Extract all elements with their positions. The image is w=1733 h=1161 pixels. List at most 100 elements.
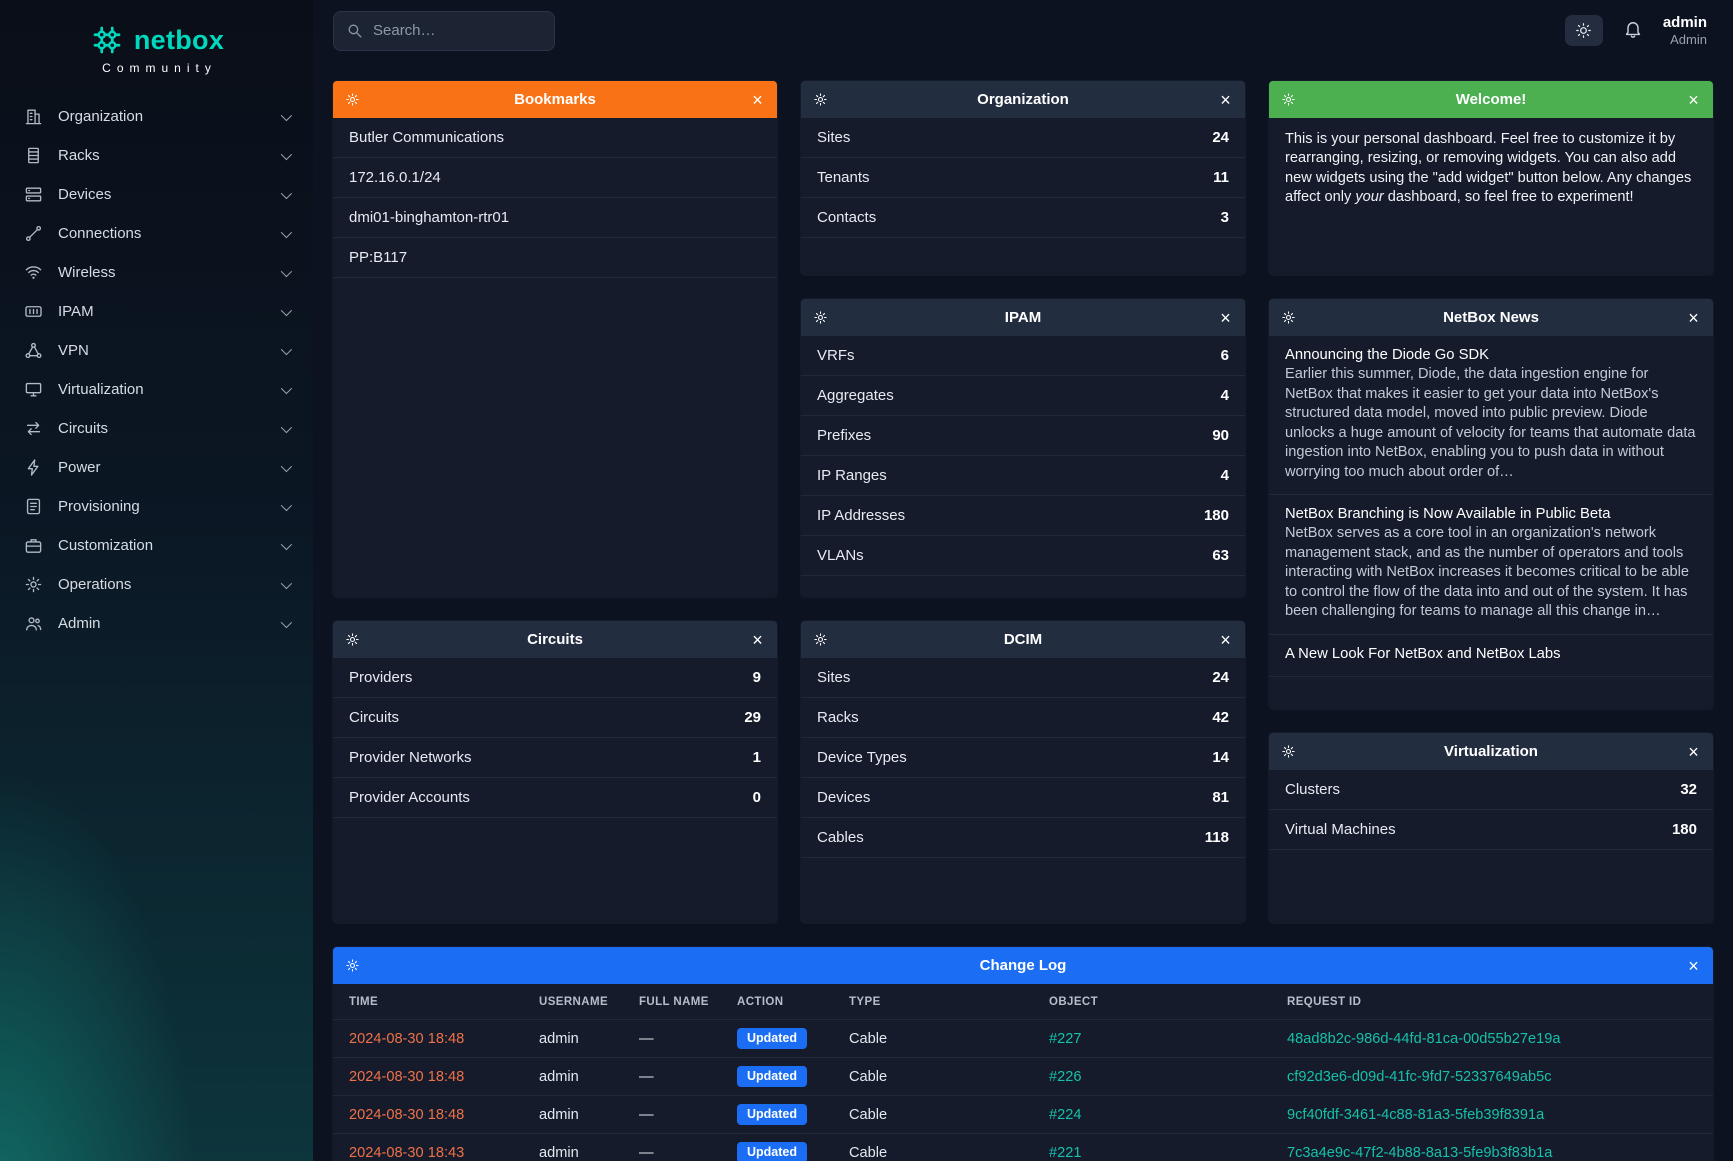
stat-row: IP Ranges 4 [801,456,1245,496]
stat-value: 81 [1212,789,1229,806]
gear-icon[interactable] [1281,92,1296,107]
username-cell: admin [529,1019,629,1058]
bookmark-item[interactable]: dmi01-binghamton-rtr01 [333,198,777,238]
stat-label[interactable]: Aggregates [817,387,894,404]
sidebar-item-provisioning[interactable]: Provisioning [0,487,313,526]
sidebar-item-virtualization[interactable]: Virtualization [0,370,313,409]
bookmark-item[interactable]: Butler Communications [333,118,777,158]
sidebar-item-label: Racks [58,147,100,164]
stat-label[interactable]: IP Ranges [817,467,887,484]
widget-header: Organization × [801,81,1245,118]
sidebar-item-ipam[interactable]: IPAM [0,292,313,331]
gear-icon[interactable] [345,632,360,647]
time-link[interactable]: 2024-08-30 18:48 [349,1106,465,1123]
stat-row: Racks 42 [801,698,1245,738]
stat-row: Devices 81 [801,778,1245,818]
widget-title: Bookmarks [514,91,596,108]
news-article-title[interactable]: A New Look For NetBox and NetBox Labs [1285,646,1561,663]
stat-label[interactable]: Prefixes [817,427,872,444]
object-link[interactable]: #227 [1049,1030,1082,1047]
bookmark-item[interactable]: 172.16.0.1/24 [333,158,777,198]
customization-icon [24,536,43,555]
widget-title: IPAM [1004,309,1042,326]
chevron-down-icon [280,382,293,394]
search-input[interactable] [373,22,542,39]
stat-label[interactable]: Provider Accounts [349,789,470,806]
stat-value: 14 [1212,749,1229,766]
chevron-down-icon [280,265,293,277]
close-icon[interactable]: × [1220,629,1231,650]
stat-label[interactable]: Device Types [817,749,907,766]
user-menu[interactable]: admin Admin [1663,14,1707,48]
gear-icon[interactable] [813,310,828,325]
stat-label[interactable]: Tenants [817,169,870,186]
stat-label[interactable]: VRFs [817,347,855,364]
stat-label[interactable]: Clusters [1285,781,1341,798]
gear-icon[interactable] [813,632,828,647]
news-article-title[interactable]: NetBox Branching is Now Available in Pub… [1285,506,1611,523]
time-link[interactable]: 2024-08-30 18:48 [349,1030,465,1047]
sidebar-item-power[interactable]: Power [0,448,313,487]
stat-label[interactable]: Racks [817,709,859,726]
object-link[interactable]: #226 [1049,1068,1082,1085]
organization-icon [24,107,43,126]
close-icon[interactable]: × [1220,89,1231,110]
time-link[interactable]: 2024-08-30 18:43 [349,1144,465,1161]
request-id-link[interactable]: 9cf40fdf-3461-4c88-81a3-5feb39f8391a [1287,1106,1545,1123]
bookmark-item[interactable]: PP:B117 [333,238,777,278]
request-id-link[interactable]: 48ad8b2c-986d-44fd-81ca-00d55b27e19a [1287,1030,1561,1047]
close-icon[interactable]: × [752,89,763,110]
request-id-link[interactable]: cf92d3e6-d09d-41fc-9fd7-52337649ab5c [1287,1068,1552,1085]
stat-label[interactable]: Sites [817,129,851,146]
username-cell: admin [529,1133,629,1161]
dashboard: Bookmarks × Butler Communications 172.16… [313,61,1733,1161]
stat-label[interactable]: Contacts [817,209,877,226]
time-link[interactable]: 2024-08-30 18:48 [349,1068,465,1085]
sidebar-item-wireless[interactable]: Wireless [0,253,313,292]
sidebar-item-circuits[interactable]: Circuits [0,409,313,448]
sidebar-item-organization[interactable]: Organization [0,97,313,136]
gear-icon[interactable] [345,958,360,973]
close-icon[interactable]: × [1220,307,1231,328]
close-icon[interactable]: × [1688,741,1699,762]
sidebar-item-customization[interactable]: Customization [0,526,313,565]
sidebar-item-racks[interactable]: Racks [0,136,313,175]
stat-label[interactable]: Virtual Machines [1285,821,1396,838]
stat-label[interactable]: Devices [817,789,871,806]
gear-icon[interactable] [345,92,360,107]
notifications-button[interactable] [1623,19,1643,42]
action-badge: Updated [737,1028,807,1049]
theme-toggle-button[interactable] [1564,15,1603,46]
sidebar-item-label: Wireless [58,264,116,281]
widget-title: Circuits [527,631,583,648]
gear-icon[interactable] [1281,744,1296,759]
object-link[interactable]: #224 [1049,1106,1082,1123]
stat-label[interactable]: Providers [349,669,413,686]
request-id-link[interactable]: 7c3a4e9c-47f2-4b88-8a13-5fe9b3f83b1a [1287,1144,1553,1161]
stat-label[interactable]: Circuits [349,709,400,726]
close-icon[interactable]: × [1688,89,1699,110]
sidebar-item-vpn[interactable]: VPN [0,331,313,370]
stat-label[interactable]: Sites [817,669,851,686]
gear-icon[interactable] [1281,310,1296,325]
stat-row: IP Addresses 180 [801,496,1245,536]
logo[interactable]: netbox Community [0,0,313,81]
stat-label[interactable]: VLANs [817,547,864,564]
stat-label[interactable]: IP Addresses [817,507,906,524]
close-icon[interactable]: × [752,629,763,650]
sidebar-item-admin[interactable]: Admin [0,604,313,643]
sidebar-item-devices[interactable]: Devices [0,175,313,214]
stat-label[interactable]: Cables [817,829,864,846]
close-icon[interactable]: × [1688,955,1699,976]
stat-label[interactable]: Provider Networks [349,749,472,766]
sidebar-item-connections[interactable]: Connections [0,214,313,253]
username-cell: admin [529,1057,629,1096]
search-box[interactable] [333,10,555,51]
stat-row: Aggregates 4 [801,376,1245,416]
close-icon[interactable]: × [1688,307,1699,328]
stat-row: Contacts 3 [801,198,1245,238]
sidebar-item-operations[interactable]: Operations [0,565,313,604]
gear-icon[interactable] [813,92,828,107]
news-article-title[interactable]: Announcing the Diode Go SDK [1285,347,1489,363]
object-link[interactable]: #221 [1049,1144,1082,1161]
